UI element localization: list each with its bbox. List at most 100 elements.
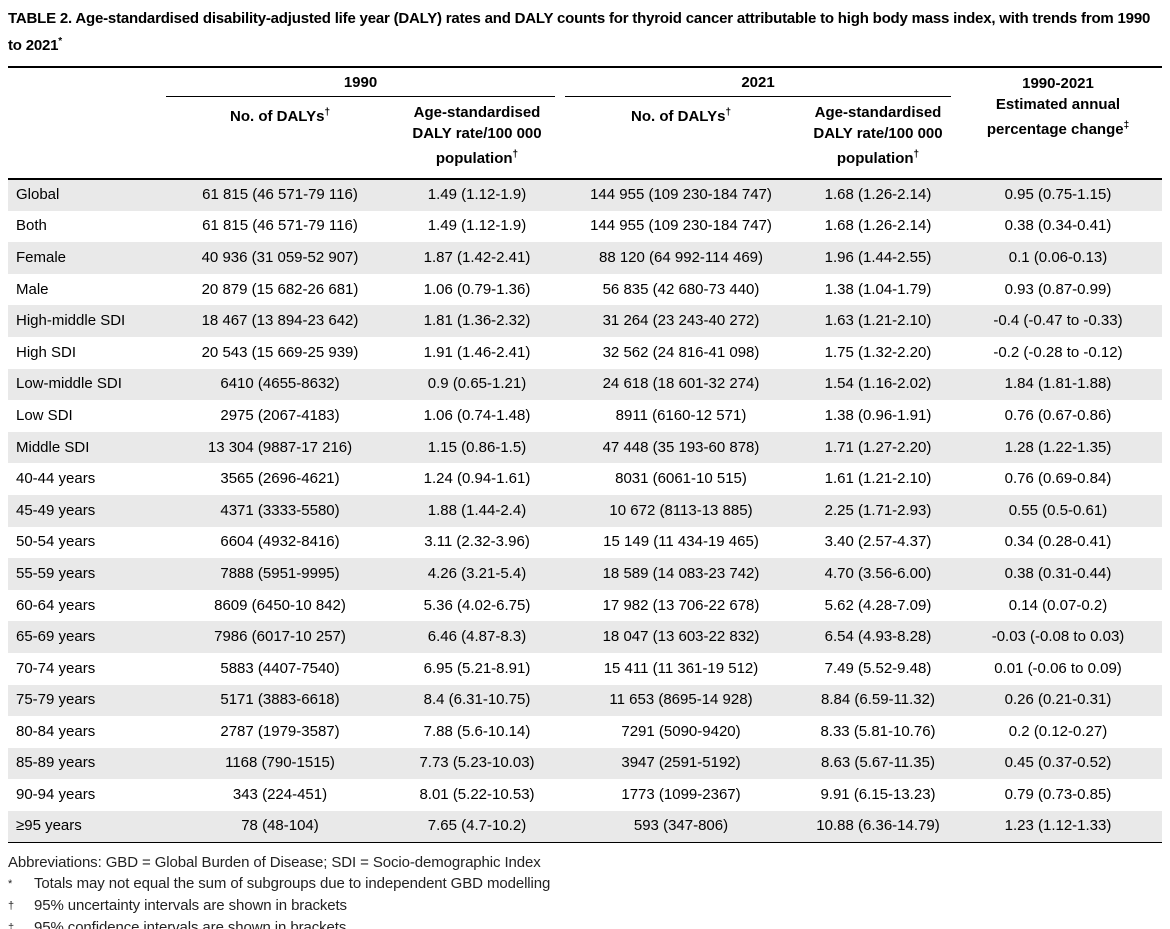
footnote-abbreviations: Abbreviations: GBD = Global Burden of Di… [8,852,1162,873]
row-label: Low SDI [16,406,73,424]
dalys-1990-cell: 20 879 (15 682-26 681) [201,280,359,298]
rate-1990-cell: 1.15 (0.86-1.5) [427,438,527,456]
eapc-header-line3: percentage change‡ [986,120,1130,138]
rate-2021-cell: 6.54 (4.93-8.28) [824,628,932,646]
dalys-1990-cell: 6410 (4655-8632) [220,375,340,393]
row-label: 60-64 years [16,596,96,614]
dalys-2021-cell: 15 149 (11 434-19 465) [603,533,759,551]
rate-1990-cell: 1.91 (1.46-2.41) [423,343,531,361]
table-row: 50-54 years 6604 (4932-8416) 3.11 (2.32-3.… [8,527,1162,559]
dalys-1990-cell: 5171 (3883-6618) [220,691,340,709]
rate-2021-cell: 1.38 (1.04-1.79) [824,280,932,298]
dalys-2021-cell: 17 982 (13 706-22 678) [602,596,760,614]
dagger-marker: † [512,149,519,160]
dalys-2021-cell: 1773 (1099-2367) [621,786,741,804]
dalys-1990-cell: 1168 (790-1515) [225,754,335,772]
table-row: High-middle SDI 18 467 (13 894-23 642) 1.8… [8,305,1162,337]
rate-2021-cell: 2.25 (1.71-2.93) [824,501,932,519]
row-label: 50-54 years [16,533,96,551]
footnotes: Abbreviations: GBD = Global Burden of Di… [8,852,1162,929]
dalys-1990-cell: 13 304 (9887-17 216) [207,438,353,456]
row-label: High SDI [16,343,77,361]
dalys-1990-cell: 4371 (3333-5580) [220,501,340,519]
dalys-2021-cell: 144 955 (109 230-184 747) [590,217,772,235]
eapc-cell: 0.45 (0.37-0.52) [1004,754,1112,772]
row-label: Global [16,186,60,204]
footnote-marker: ‡ [8,921,15,929]
group-header-1990-label: 1990 [166,68,555,97]
rate-1990-cell: 3.11 (2.32-3.96) [424,533,530,551]
footnote-confidence: ‡ 95% confidence intervals are shown in b… [8,917,1162,929]
dalys-1990-cell: 2787 (1979-3587) [220,722,340,740]
dalys-2021-cell: 47 448 (35 193-60 878) [602,438,760,456]
rate-2021-cell: 9.91 (6.15-13.23) [820,786,936,804]
eapc-cell: 0.38 (0.31-0.44) [1004,564,1112,582]
row-label: Male [16,280,49,298]
group-header-2021: 2021 [560,67,954,97]
dalys-1990-cell: 6604 (4932-8416) [220,533,340,551]
table-caption-text: Age-standardised disability-adjusted lif… [8,10,1151,54]
row-label-header [8,67,166,180]
table-row: 55-59 years 7888 (5951-9995) 4.26 (3.21-5.… [8,558,1162,590]
table-row: Female 40 936 (31 059-52 907) 1.87 (1.42-2… [8,242,1162,274]
rate-2021-cell: 4.70 (3.56-6.00) [824,564,932,582]
rate-1990-cell: 8.01 (5.22-10.53) [419,786,535,804]
eapc-cell: 0.38 (0.34-0.41) [1004,217,1112,235]
rate-1990-cell: 6.95 (5.21-8.91) [423,659,531,677]
eapc-footnote-marker: ‡ [1123,120,1130,131]
eapc-cell: 0.26 (0.21-0.31) [1004,691,1112,709]
eapc-cell: 0.79 (0.73-0.85) [1004,786,1112,804]
dalys-2021-cell: 8031 (6061-10 515) [615,470,747,488]
group-header-2021-label: 2021 [565,68,951,97]
footnote-text: Totals may not equal the sum of subgroup… [34,874,551,892]
table-row: Global 61 815 (46 571-79 116) 1.49 (1.12-1… [8,179,1162,211]
table-caption-label: TABLE 2. [8,10,72,27]
eapc-cell: 0.95 (0.75-1.15) [1004,186,1112,204]
table-row: 60-64 years 8609 (6450-10 842) 5.36 (4.02-… [8,590,1162,622]
dalys-2021-cell: 31 264 (23 243-40 272) [602,312,760,330]
dagger-marker: † [913,149,920,160]
rate-2021-cell: 1.75 (1.32-2.20) [824,343,932,361]
dagger-marker: † [725,107,731,118]
dalys-2021-cell: 88 120 (64 992-114 469) [598,248,764,266]
rate-2021-cell: 7.49 (5.52-9.48) [824,659,932,677]
dalys-1990-header: No. of DALYs† [166,97,394,180]
table-row: 45-49 years 4371 (3333-5580) 1.88 (1.44-2.… [8,494,1162,527]
rate-1990-cell: 8.4 (6.31-10.75) [423,691,531,709]
table-row: 85-89 years 1168 (790-1515) 7.73 (5.23-10.… [8,747,1162,780]
dalys-1990-cell: 3565 (2696-4621) [220,470,340,488]
eapc-header-line2: Estimated annual [995,96,1121,113]
rate-1990-cell: 6.46 (4.87-8.3) [427,628,527,646]
table-row: ≥95 years 78 (48-104) 7.65 (4.7-10.2) 593 (… [8,810,1162,843]
table-row: 40-44 years 3565 (2696-4621) 1.24 (0.94-1.… [8,463,1162,495]
row-label: Female [16,248,67,266]
eapc-cell: 0.1 (0.06-0.13) [1008,248,1108,266]
eapc-cell: -0.03 (-0.08 to 0.03) [991,628,1125,646]
table-row: 80-84 years 2787 (1979-3587) 7.88 (5.6-10.… [8,716,1162,748]
eapc-cell: 0.76 (0.67-0.86) [1004,406,1112,424]
table-row: 90-94 years 343 (224-451) 8.01 (5.22-10.53… [8,779,1162,811]
eapc-cell: 0.55 (0.5-0.61) [1008,501,1108,519]
caption-footnote-marker: * [58,36,62,47]
row-label: ≥95 years [8,810,166,843]
table-body: Global 61 815 (46 571-79 116) 1.49 (1.12-1… [8,179,1162,843]
rate-2021-cell: 1.63 (1.21-2.10) [824,312,932,330]
dalys-1990-cell: 78 (48-104) [166,810,394,843]
rate-2021-header: Age-standardised DALY rate/100 000 popul… [802,97,954,180]
rate-2021-cell: 3.40 (2.57-4.37) [824,533,932,551]
table-caption: TABLE 2. Age-standardised disability-adj… [8,7,1162,57]
eapc-cell: 1.84 (1.81-1.88) [1004,375,1112,393]
eapc-cell: 0.2 (0.12-0.27) [1008,722,1108,740]
dalys-1990-cell: 20 543 (15 669-25 939) [201,343,359,361]
table-row: Low SDI 2975 (2067-4183) 1.06 (0.74-1.48) 8… [8,400,1162,432]
rate-1990-cell: 1.87 (1.42-2.41) [423,248,531,266]
row-label: 90-94 years [16,786,96,804]
eapc-cell: 0.14 (0.07-0.2) [1008,596,1108,614]
dalys-1990-cell: 343 (224-451) [232,786,328,804]
dalys-2021-cell: 18 047 (13 603-22 832) [602,628,760,646]
row-label: 80-84 years [16,722,96,740]
dalys-1990-cell: 5883 (4407-7540) [220,659,340,677]
dalys-2021-cell: 32 562 (24 816-41 098) [602,343,760,361]
eapc-cell: 1.23 (1.12-1.33) [954,810,1162,843]
